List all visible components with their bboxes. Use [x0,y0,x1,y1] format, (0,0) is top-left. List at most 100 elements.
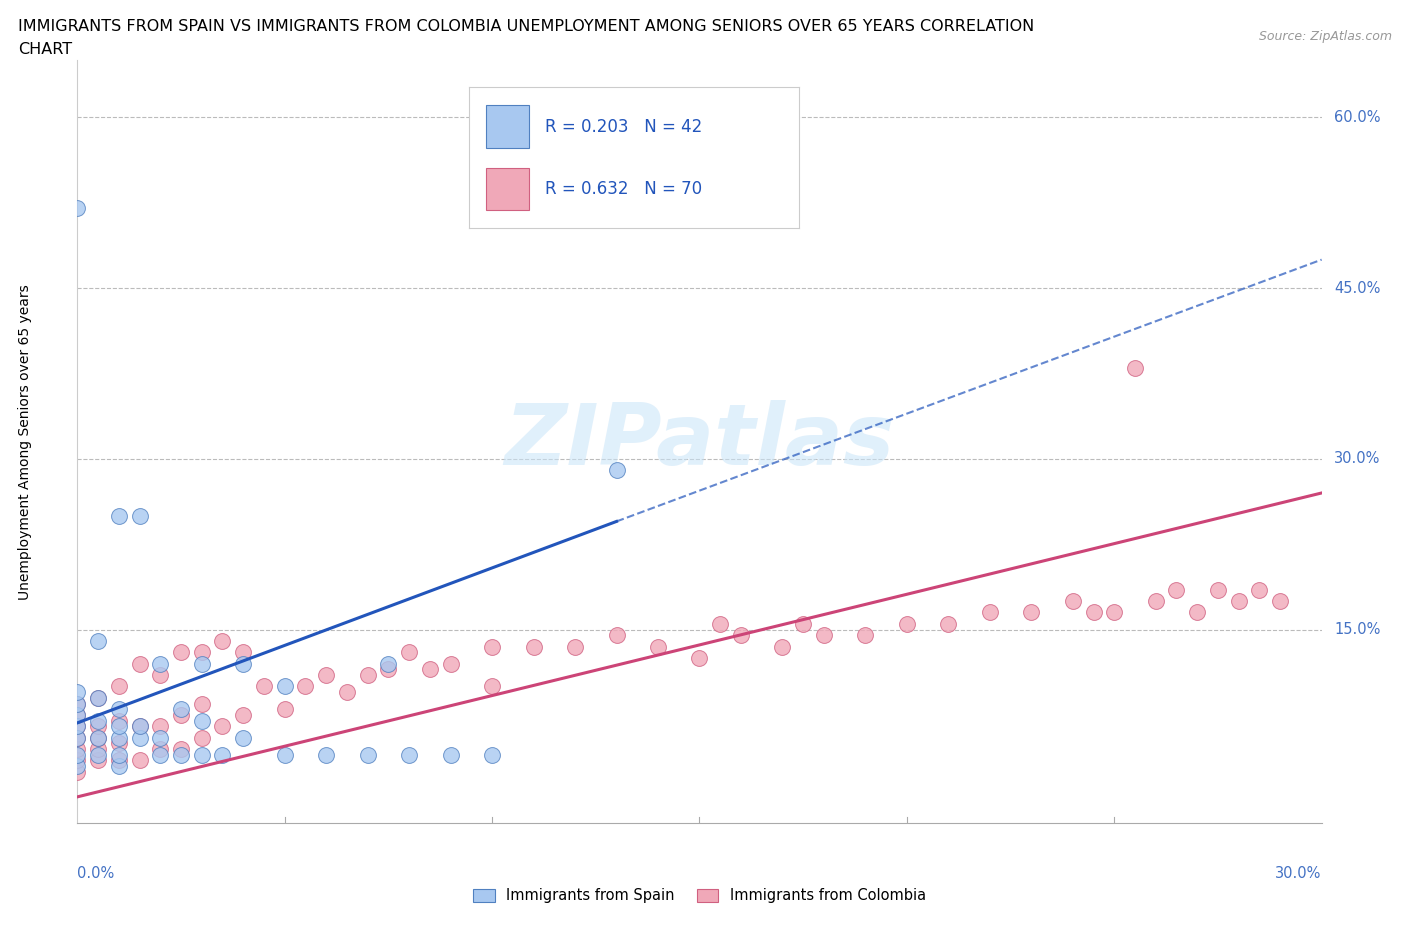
Point [274,702,297,717]
Point [274,679,297,694]
Point [170,748,193,763]
Point [128,719,150,734]
Point [647,639,669,654]
Point [87,713,110,728]
Point [315,668,337,683]
Point [1249,582,1271,597]
Point [108,713,131,728]
Point [66,730,89,745]
Point [523,639,546,654]
Point [1166,582,1188,597]
Point [66,684,89,699]
Point [357,668,380,683]
Point [108,730,131,745]
Point [108,759,131,774]
Point [211,748,233,763]
Point [398,748,420,763]
Point [87,690,110,705]
Point [191,730,214,745]
Point [689,651,711,666]
Point [191,713,214,728]
Point [66,764,89,779]
Point [149,657,172,671]
Legend: Immigrants from Spain, Immigrants from Colombia: Immigrants from Spain, Immigrants from C… [472,888,927,903]
Text: IMMIGRANTS FROM SPAIN VS IMMIGRANTS FROM COLOMBIA UNEMPLOYMENT AMONG SENIORS OVE: IMMIGRANTS FROM SPAIN VS IMMIGRANTS FROM… [18,19,1035,33]
Point [87,753,110,768]
Point [149,741,172,756]
Point [855,628,877,643]
Point [170,741,193,756]
Text: 30.0%: 30.0% [1334,451,1381,466]
Point [1123,360,1146,375]
Point [792,617,814,631]
Point [128,719,150,734]
Point [66,748,89,763]
Point [419,662,441,677]
Point [1021,605,1043,620]
Point [440,748,463,763]
Point [896,617,918,631]
Point [606,463,628,478]
Point [66,708,89,723]
Point [481,639,503,654]
Point [66,696,89,711]
Point [253,679,276,694]
Text: ZIPatlas: ZIPatlas [505,400,894,484]
Point [87,730,110,745]
Text: 15.0%: 15.0% [1334,622,1381,637]
Point [66,201,89,216]
Point [232,644,254,659]
Point [149,668,172,683]
Point [730,628,752,643]
Point [128,657,150,671]
Point [398,644,420,659]
Point [66,719,89,734]
Point [564,639,586,654]
Point [232,708,254,723]
Point [709,617,731,631]
Point [1144,593,1167,608]
Point [108,753,131,768]
Point [108,719,131,734]
Point [772,639,794,654]
Point [66,719,89,734]
Point [66,708,89,723]
Point [211,719,233,734]
Point [191,644,214,659]
Point [128,730,150,745]
Point [1104,605,1126,620]
Point [66,759,89,774]
Point [813,628,835,643]
Point [108,748,131,763]
Point [377,657,399,671]
Point [191,696,214,711]
Point [232,657,254,671]
Point [87,730,110,745]
Text: 45.0%: 45.0% [1334,281,1381,296]
Point [66,696,89,711]
Point [1227,593,1250,608]
Point [149,730,172,745]
Point [191,748,214,763]
Point [149,748,172,763]
Point [87,741,110,756]
Point [87,748,110,763]
Point [481,748,503,763]
Point [211,633,233,648]
Text: Unemployment Among Seniors over 65 years: Unemployment Among Seniors over 65 years [18,284,32,600]
Text: 30.0%: 30.0% [1275,867,1322,882]
Point [440,657,463,671]
Point [108,679,131,694]
Point [979,605,1001,620]
Text: 60.0%: 60.0% [1334,110,1381,125]
Point [66,741,89,756]
Point [232,730,254,745]
Point [274,748,297,763]
Point [87,719,110,734]
Point [108,736,131,751]
Point [149,719,172,734]
Point [294,679,316,694]
Point [108,702,131,717]
Point [1270,593,1292,608]
Point [1062,593,1084,608]
